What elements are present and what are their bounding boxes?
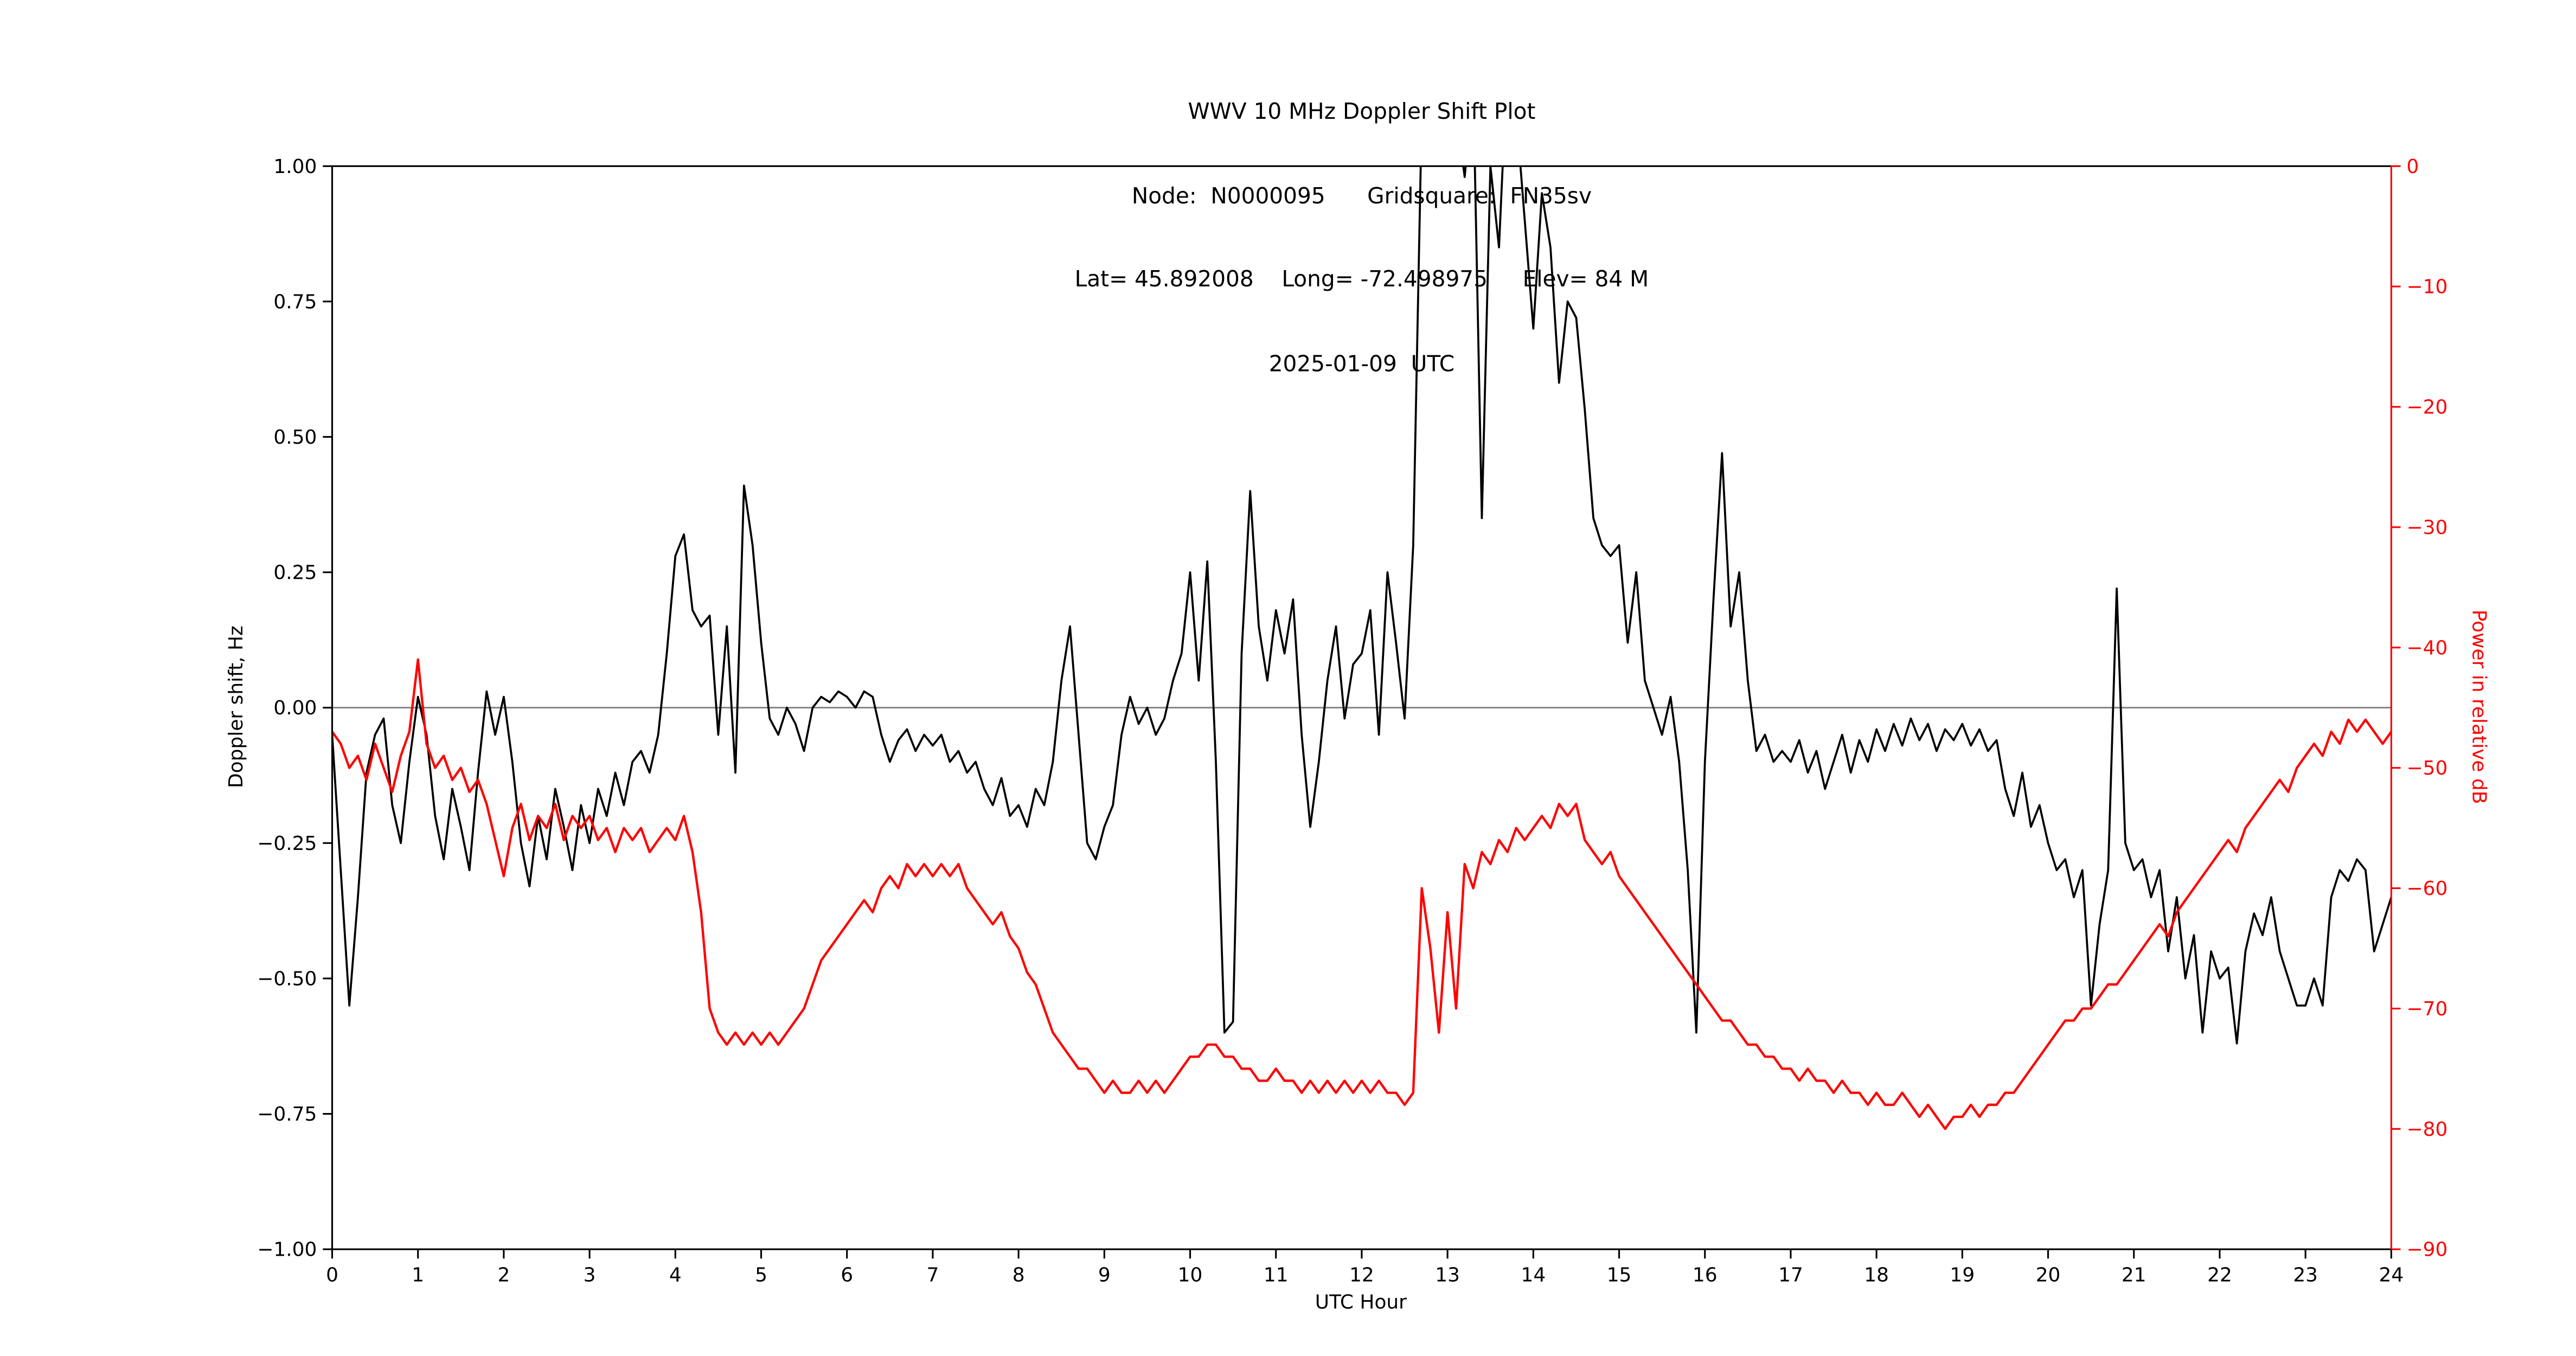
x-tick-label: 6 — [841, 1264, 853, 1287]
x-tick-label: 4 — [669, 1264, 682, 1287]
x-tick-label: 17 — [1778, 1264, 1803, 1287]
doppler-series-line — [332, 166, 2392, 1045]
x-tick-label: 5 — [755, 1264, 767, 1287]
x-tick-label: 21 — [2122, 1264, 2146, 1287]
right-tick-label: −80 — [2407, 1118, 2448, 1141]
right-tick-label: −60 — [2407, 878, 2448, 900]
left-tick-label: −0.50 — [257, 968, 317, 990]
left-tick-label: 0.25 — [273, 562, 317, 584]
x-tick-label: 8 — [1013, 1264, 1025, 1287]
x-tick-label: 18 — [1864, 1264, 1889, 1287]
x-tick-label: 0 — [326, 1264, 338, 1287]
axis-ticks-layer: 0 1 2 3 4 5 6 7 8 9 10 11 12 13 14 15 16 17 18 19 20 21 22 23 24… — [257, 156, 2447, 1287]
left-tick-label: 0.50 — [273, 426, 317, 449]
x-tick-label: 13 — [1435, 1264, 1460, 1287]
x-tick-label: 23 — [2293, 1264, 2318, 1287]
x-tick-label: 3 — [584, 1264, 596, 1287]
x-tick-label: 22 — [2207, 1264, 2232, 1287]
chart-subtitle-location: Lat= 45.892008 Long= -72.498975 Elev= 84… — [1074, 267, 1649, 293]
left-tick-label: 1.00 — [273, 156, 317, 178]
x-tick-label: 12 — [1349, 1264, 1374, 1287]
x-tick-label: 1 — [412, 1264, 424, 1287]
right-tick-label: −50 — [2407, 757, 2448, 779]
right-tick-label: −90 — [2407, 1239, 2448, 1261]
left-tick-label: −0.25 — [257, 833, 317, 855]
x-tick-label: 20 — [2036, 1264, 2061, 1287]
chart-title: WWV 10 MHz Doppler Shift Plot — [1188, 100, 1536, 126]
x-axis-label: UTC Hour — [1315, 1291, 1407, 1314]
left-tick-label: 0.75 — [273, 291, 317, 313]
x-tick-label: 14 — [1521, 1264, 1546, 1287]
right-axis-label: Power in relative dB — [2468, 610, 2490, 804]
right-tick-label: 0 — [2407, 156, 2419, 178]
left-tick-label: −0.75 — [257, 1103, 317, 1125]
x-tick-label: 11 — [1264, 1264, 1289, 1287]
x-tick-label: 24 — [2379, 1264, 2404, 1287]
chart-subtitle-date: 2025-01-09 UTC — [1268, 351, 1455, 378]
power-series-line — [332, 658, 2392, 1130]
chart-title-block: WWV 10 MHz Doppler Shift Plot Node: N000… — [332, 44, 2392, 436]
left-axis-label: Doppler shift, Hz — [225, 625, 247, 788]
series-layer — [332, 166, 2392, 1130]
x-tick-label: 19 — [1950, 1264, 1975, 1287]
x-tick-label: 2 — [497, 1264, 510, 1287]
right-tick-label: −70 — [2407, 998, 2448, 1020]
right-tick-label: −10 — [2407, 276, 2448, 298]
right-tick-label: −30 — [2407, 516, 2448, 539]
x-tick-label: 16 — [1693, 1264, 1718, 1287]
left-tick-label: −1.00 — [257, 1239, 317, 1261]
x-tick-label: 10 — [1178, 1264, 1203, 1287]
x-tick-label: 15 — [1607, 1264, 1632, 1287]
x-tick-label: 7 — [926, 1264, 939, 1287]
x-tick-label: 9 — [1098, 1264, 1111, 1287]
left-tick-label: 0.00 — [273, 697, 317, 719]
right-tick-label: −20 — [2407, 396, 2448, 419]
right-tick-label: −40 — [2407, 637, 2448, 659]
